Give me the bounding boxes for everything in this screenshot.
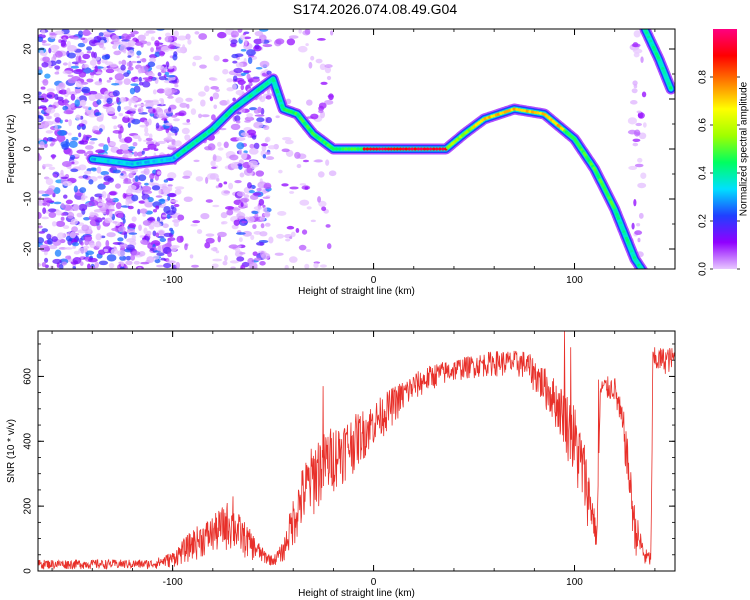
- snr-axes-frame: [37, 330, 676, 572]
- spectrogram-noise: [38, 29, 647, 269]
- colorbar-tick-label: 0.8: [698, 70, 709, 84]
- snr-y-axis-label: SNR (10 * v/v): [6, 419, 17, 483]
- snr-x-tick-label: 100: [566, 577, 583, 588]
- spectrogram-area: [38, 29, 675, 269]
- spectrogram-x-tick-label: 0: [371, 275, 377, 286]
- spectrogram-x-axis-label: Height of straight line (km): [298, 286, 415, 297]
- spectrogram-x-tick-label: -100: [163, 275, 183, 286]
- snr-y-tick-label: 400: [23, 432, 34, 449]
- spectrogram-y-axis-label: Frequency (Hz): [6, 115, 17, 184]
- snr-plot-area: [38, 331, 675, 571]
- snr-y-tick-label: 0: [23, 568, 34, 574]
- colorbar-tick-label: 0.2: [698, 214, 709, 228]
- colorbar-tick-label: 0.6: [698, 118, 709, 132]
- colorbar-tick-label: 0.0: [698, 262, 709, 276]
- figure-title: S174.2026.074.08.49.G04: [292, 1, 458, 17]
- spectrogram-y-tick-label: 20: [23, 43, 34, 55]
- snr-y-tick-label: 200: [23, 497, 34, 514]
- colorbar-label: Normalized spectral amplitude: [739, 81, 750, 216]
- snr-x-tick-label: 0: [371, 577, 377, 588]
- spectrogram-x-tick-label: 100: [566, 275, 583, 286]
- spectrogram-y-tick-label: -20: [23, 241, 34, 256]
- snr-series-line: [38, 331, 675, 571]
- spectrogram-main-trace: [86, 73, 649, 269]
- colorbar: [713, 29, 737, 269]
- snr-x-axis-label: Height of straight line (km): [298, 588, 415, 599]
- snr-x-tick-label: -100: [163, 577, 183, 588]
- spectrogram-y-tick-label: 0: [23, 146, 34, 152]
- snr-y-tick-label: 600: [23, 368, 34, 385]
- spectrogram-y-tick-label: 10: [23, 93, 34, 105]
- colorbar-tick-label: 0.4: [698, 166, 709, 180]
- spectrogram-upper-trace: [639, 29, 675, 95]
- spectrogram-y-tick-label: -10: [23, 191, 34, 206]
